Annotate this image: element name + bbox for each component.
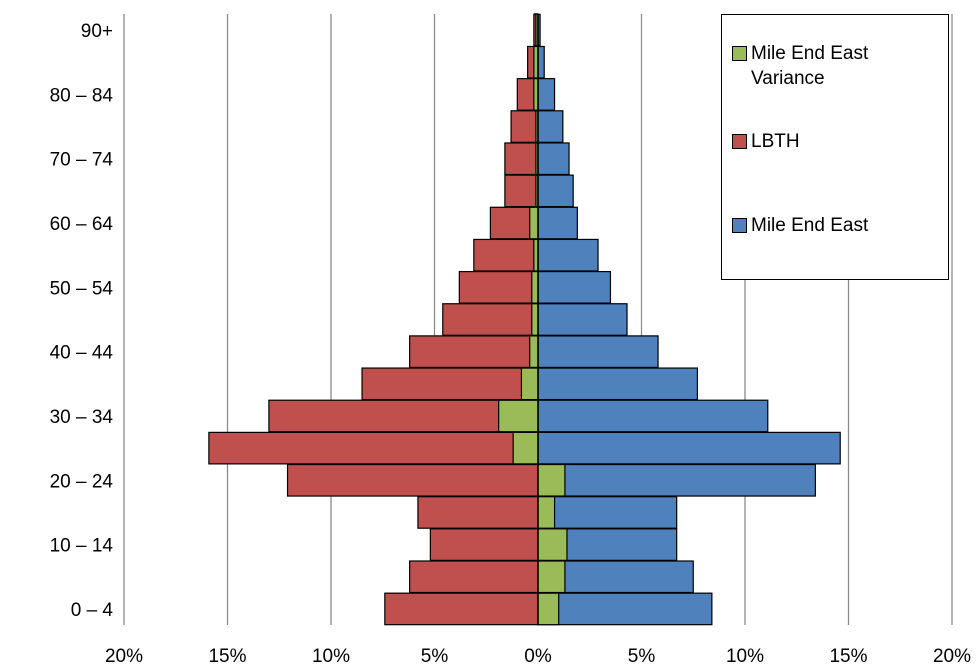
bar-mile-end-east-55-59 — [537, 238, 599, 272]
y-tick-label-80-84: 80 – 84 — [50, 85, 114, 106]
bar-mile-end-east-variance-10-14 — [537, 528, 568, 561]
y-tick-label-10-14: 10 – 14 — [50, 536, 114, 557]
y-tick-label-60-64: 60 – 64 — [50, 214, 114, 235]
bar-lbth-50-54 — [458, 270, 539, 304]
bar-lbth-5-9 — [409, 560, 539, 594]
x-tick-label-0: 20% — [105, 646, 143, 666]
bar-lbth-70-74 — [504, 142, 539, 176]
bar-mile-end-east-40-44 — [537, 335, 659, 369]
legend-swatch-variance — [732, 46, 747, 61]
legend-label-variance: Mile End East Variance — [751, 43, 869, 89]
x-tick-label-1: 15% — [208, 646, 246, 666]
bar-mile-end-east-0-4 — [537, 592, 713, 626]
bar-lbth-10-14 — [429, 528, 539, 561]
bar-mile-end-east-variance-5-9 — [537, 560, 566, 594]
x-tick-label-4: 0% — [524, 646, 552, 666]
bar-mile-end-east-variance-0-4 — [537, 592, 560, 626]
bar-mile-end-east-variance-40-44 — [529, 335, 539, 369]
bar-lbth-75-79 — [510, 110, 539, 143]
bar-lbth-35-39 — [361, 367, 539, 401]
bar-lbth-20-24 — [286, 463, 539, 497]
y-tick-label-0-4: 0 – 4 — [71, 600, 114, 621]
x-tick-label-2: 10% — [312, 646, 350, 666]
chart-legend: Mile End East Variance LBTH Mile End Eas… — [721, 14, 949, 280]
legend-item-mile-end-east-variance: Mile End East Variance — [732, 41, 941, 91]
bar-mile-end-east-25-29 — [537, 431, 841, 465]
bar-mile-end-east-variance-30-34 — [498, 399, 539, 433]
bar-mile-end-east-50-54 — [537, 270, 612, 304]
bar-mile-end-east-variance-25-29 — [512, 431, 539, 465]
y-tick-label-90: 90+ — [81, 21, 113, 42]
bar-mile-end-east-80-84 — [537, 78, 556, 111]
x-tick-label-5: 5% — [628, 646, 656, 666]
bar-mile-end-east-60-64 — [537, 206, 578, 240]
bar-lbth-45-49 — [442, 303, 539, 336]
x-tick-label-3: 5% — [421, 646, 449, 666]
bar-lbth-15-19 — [417, 496, 539, 529]
bar-lbth-55-59 — [473, 238, 539, 272]
bar-mile-end-east-65-69 — [537, 174, 574, 208]
bar-lbth-65-69 — [504, 174, 539, 208]
bar-mile-end-east-variance-45-49 — [531, 303, 539, 336]
legend-item-lbth: LBTH — [732, 129, 941, 154]
bar-mile-end-east-35-39 — [537, 367, 698, 401]
legend-swatch-lbth — [732, 134, 747, 149]
x-tick-label-7: 15% — [829, 646, 867, 666]
y-tick-label-50-54: 50 – 54 — [50, 278, 114, 299]
y-tick-label-30-34: 30 – 34 — [50, 407, 114, 428]
bar-mile-end-east-20-24 — [537, 463, 816, 497]
y-tick-label-20-24: 20 – 24 — [50, 471, 114, 492]
x-tick-label-8: 20% — [933, 646, 971, 666]
legend-label-mile-end-east: Mile End East — [751, 215, 869, 236]
bar-lbth-25-29 — [208, 431, 539, 465]
y-tick-label-70-74: 70 – 74 — [50, 150, 114, 171]
bar-mile-end-east-variance-15-19 — [537, 496, 556, 529]
bar-mile-end-east-85-89 — [537, 45, 545, 79]
legend-swatch-mile-end-east — [732, 218, 747, 233]
bar-mile-end-east-variance-60-64 — [529, 206, 539, 240]
bar-mile-end-east-variance-50-54 — [531, 270, 539, 304]
bar-lbth-30-34 — [268, 399, 539, 433]
bar-lbth-40-44 — [409, 335, 539, 369]
bar-mile-end-east-variance-35-39 — [520, 367, 539, 401]
legend-label-lbth: LBTH — [751, 131, 800, 152]
bar-mile-end-east-45-49 — [537, 303, 628, 336]
bar-mile-end-east-variance-20-24 — [537, 463, 566, 497]
bar-mile-end-east-70-74 — [537, 142, 570, 176]
y-tick-label-40-44: 40 – 44 — [50, 343, 114, 364]
x-tick-label-6: 10% — [726, 646, 764, 666]
bar-mile-end-east-15-19 — [537, 496, 678, 529]
legend-item-mile-end-east: Mile End East — [732, 213, 941, 238]
bar-mile-end-east-75-79 — [537, 110, 564, 143]
bar-mile-end-east-30-34 — [537, 399, 769, 433]
bar-lbth-0-4 — [384, 592, 539, 626]
